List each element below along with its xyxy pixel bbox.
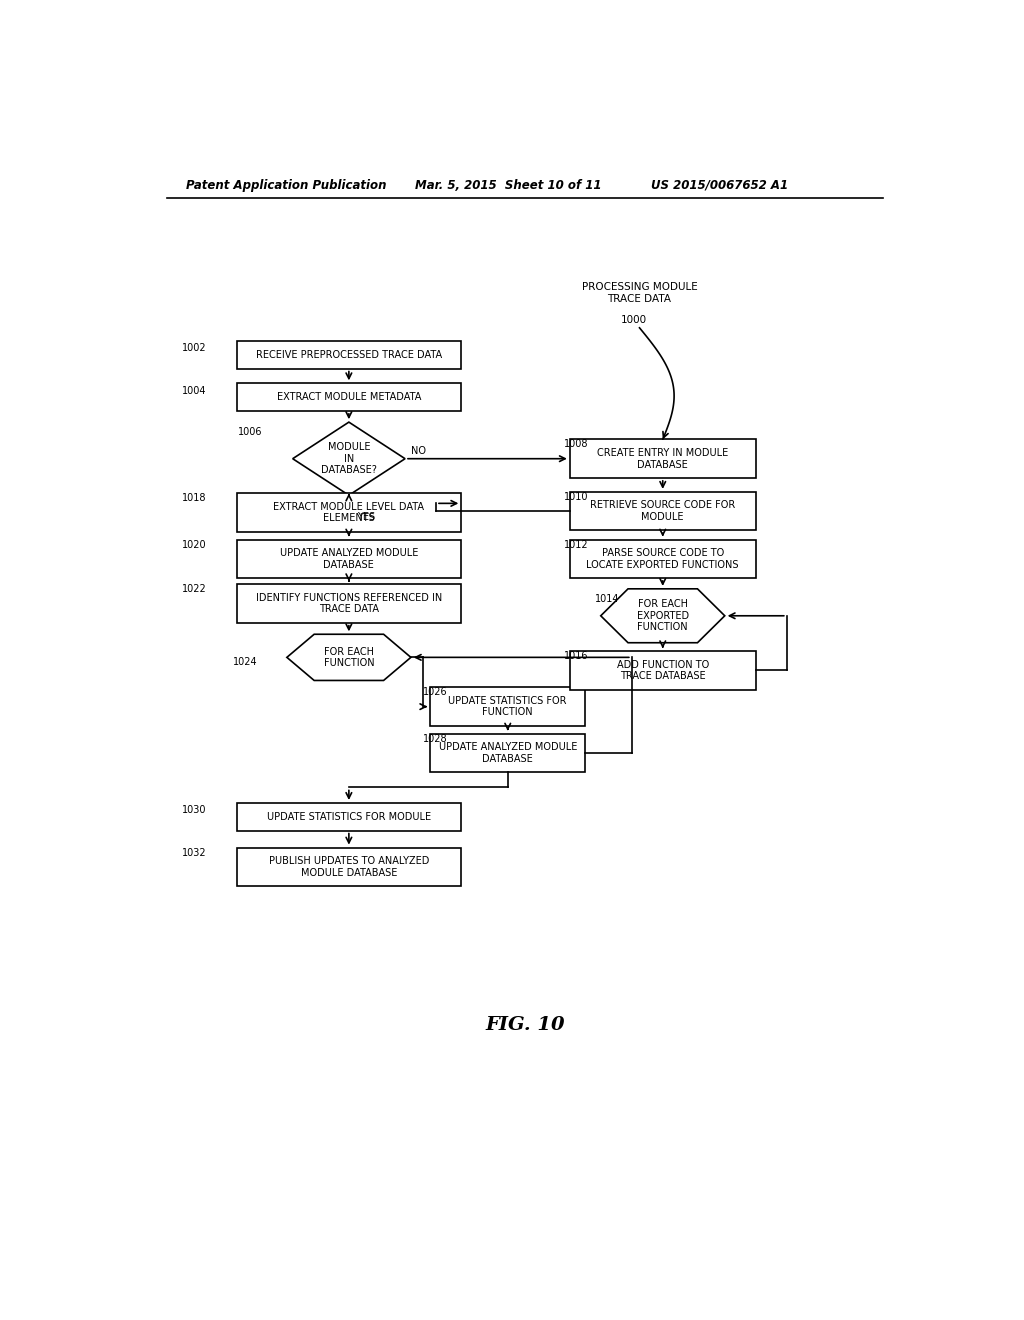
Text: FOR EACH
FUNCTION: FOR EACH FUNCTION [324,647,374,668]
Text: PARSE SOURCE CODE TO
LOCATE EXPORTED FUNCTIONS: PARSE SOURCE CODE TO LOCATE EXPORTED FUN… [587,548,739,570]
Text: 1014: 1014 [595,594,620,605]
Text: Patent Application Publication: Patent Application Publication [186,178,387,191]
Text: FIG. 10: FIG. 10 [485,1015,564,1034]
Text: 1016: 1016 [563,651,588,661]
FancyBboxPatch shape [569,540,756,578]
Text: US 2015/0067652 A1: US 2015/0067652 A1 [651,178,788,191]
Text: RETRIEVE SOURCE CODE FOR
MODULE: RETRIEVE SOURCE CODE FOR MODULE [590,500,735,521]
FancyBboxPatch shape [237,341,461,368]
Text: UPDATE STATISTICS FOR
FUNCTION: UPDATE STATISTICS FOR FUNCTION [449,696,567,718]
Polygon shape [287,635,411,681]
Text: 1012: 1012 [563,540,588,549]
Text: FOR EACH
EXPORTED
FUNCTION: FOR EACH EXPORTED FUNCTION [637,599,689,632]
Text: UPDATE ANALYZED MODULE
DATABASE: UPDATE ANALYZED MODULE DATABASE [438,742,577,764]
Text: IDENTIFY FUNCTIONS REFERENCED IN
TRACE DATA: IDENTIFY FUNCTIONS REFERENCED IN TRACE D… [256,593,442,614]
Text: 1000: 1000 [621,315,647,325]
Text: 1008: 1008 [563,440,588,449]
Text: 1026: 1026 [423,688,447,697]
Text: PUBLISH UPDATES TO ANALYZED
MODULE DATABASE: PUBLISH UPDATES TO ANALYZED MODULE DATAB… [268,855,429,878]
Text: 1006: 1006 [239,428,263,437]
Text: ADD FUNCTION TO
TRACE DATABASE: ADD FUNCTION TO TRACE DATABASE [616,660,709,681]
Text: PROCESSING MODULE
TRACE DATA: PROCESSING MODULE TRACE DATA [582,282,697,304]
Text: 1002: 1002 [182,343,207,354]
Text: 1004: 1004 [182,385,207,396]
FancyBboxPatch shape [237,540,461,578]
FancyBboxPatch shape [430,734,586,772]
Text: CREATE ENTRY IN MODULE
DATABASE: CREATE ENTRY IN MODULE DATABASE [597,447,728,470]
Text: 1024: 1024 [232,656,257,667]
Text: UPDATE STATISTICS FOR MODULE: UPDATE STATISTICS FOR MODULE [267,812,431,822]
Text: 1022: 1022 [182,585,207,594]
Text: 1030: 1030 [182,805,207,816]
FancyBboxPatch shape [569,492,756,531]
FancyBboxPatch shape [569,651,756,689]
Text: UPDATE ANALYZED MODULE
DATABASE: UPDATE ANALYZED MODULE DATABASE [280,548,418,570]
FancyBboxPatch shape [237,494,461,532]
Polygon shape [601,589,725,643]
FancyBboxPatch shape [237,585,461,623]
Text: 1018: 1018 [182,494,207,503]
FancyBboxPatch shape [237,803,461,830]
Polygon shape [293,422,406,495]
Text: EXTRACT MODULE LEVEL DATA
ELEMENTS: EXTRACT MODULE LEVEL DATA ELEMENTS [273,502,424,524]
Text: 1020: 1020 [182,540,207,549]
Text: 1032: 1032 [182,847,207,858]
FancyBboxPatch shape [569,440,756,478]
Text: MODULE
IN
DATABASE?: MODULE IN DATABASE? [321,442,377,475]
Text: 1010: 1010 [563,492,588,502]
FancyBboxPatch shape [237,383,461,411]
FancyBboxPatch shape [430,688,586,726]
Text: YES: YES [356,512,375,521]
Text: Mar. 5, 2015  Sheet 10 of 11: Mar. 5, 2015 Sheet 10 of 11 [415,178,601,191]
FancyBboxPatch shape [237,847,461,886]
Text: EXTRACT MODULE METADATA: EXTRACT MODULE METADATA [276,392,421,403]
Text: RECEIVE PREPROCESSED TRACE DATA: RECEIVE PREPROCESSED TRACE DATA [256,350,442,360]
Text: 1028: 1028 [423,734,447,743]
Text: NO: NO [412,446,426,455]
